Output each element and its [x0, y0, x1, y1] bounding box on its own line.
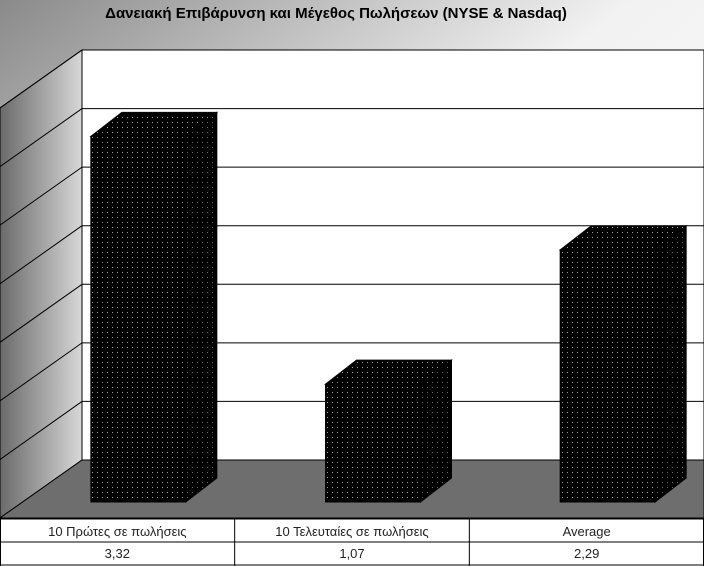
- bar-front: [559, 249, 656, 503]
- bar-0: [89, 111, 219, 504]
- category-label: Average: [563, 524, 611, 539]
- category-label: 10 Τελευταίες σε πωλήσεις: [275, 524, 428, 539]
- bar-side: [420, 359, 452, 504]
- bar-2: [558, 224, 688, 504]
- bar-side: [654, 224, 687, 504]
- side-wall: [0, 49, 83, 519]
- gridline-side: [0, 108, 83, 167]
- category-label: 10 Πρώτες σε πωλήσεις: [48, 524, 186, 539]
- value-label: 1,07: [339, 546, 364, 561]
- bar-side: [185, 111, 218, 504]
- bars: [89, 111, 688, 504]
- gridline-side: [0, 401, 83, 460]
- gridline-side: [0, 283, 83, 343]
- gridline-side: [0, 342, 83, 402]
- bar-front: [325, 383, 421, 503]
- value-label: 2,29: [574, 546, 599, 561]
- gridline-side: [0, 225, 83, 285]
- chart-title: Δανειακή Επιβάρυνση και Μέγεθος Πωλήσεων…: [105, 5, 567, 22]
- value-label: 3,32: [105, 546, 130, 561]
- gridline-side: [0, 166, 83, 226]
- data-table: 10 Πρώτες σε πωλήσεις 3,32 10 Τελευταίες σ…: [0, 518, 704, 566]
- bar-front: [90, 135, 187, 503]
- gridline-side: [0, 49, 83, 109]
- bar-1: [324, 359, 453, 504]
